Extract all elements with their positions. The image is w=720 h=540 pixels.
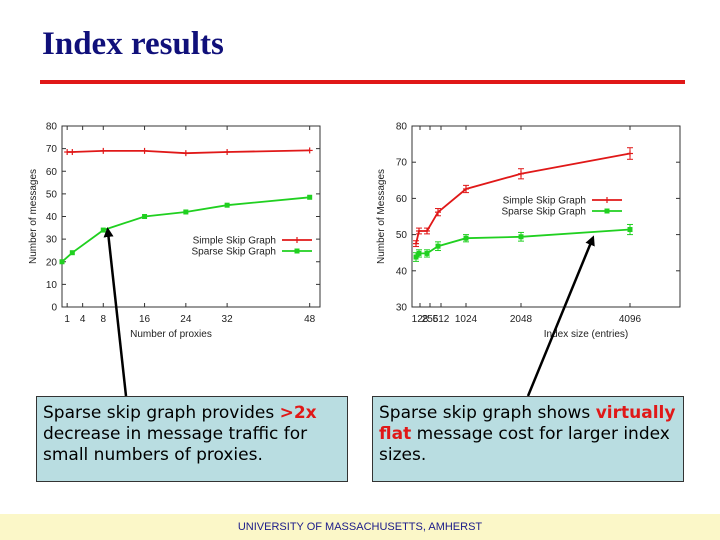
left-callout-highlight: >2x xyxy=(279,403,317,423)
y-tick-label: 40 xyxy=(396,266,408,277)
chart-2 xyxy=(411,125,681,308)
x-tick-label: 256 xyxy=(422,314,439,325)
slide-title: Index results xyxy=(42,26,224,62)
data-point-sparse xyxy=(100,227,106,233)
data-point-sparse xyxy=(518,234,524,240)
x-tick-label: 128 xyxy=(412,314,429,325)
data-point-sparse xyxy=(224,202,230,208)
y-tick-label: 60 xyxy=(46,167,58,178)
footer-text: UNIVERSITY OF MASSACHUSETTS, AMHERST xyxy=(237,521,483,533)
y-axis-label: Number of messages xyxy=(28,169,39,264)
y-tick-label: 50 xyxy=(46,189,58,200)
footer-bar: UNIVERSITY OF MASSACHUSETTS, AMHERST xyxy=(0,514,720,540)
x-tick-label: 4 xyxy=(80,314,86,325)
data-point-sparse xyxy=(59,259,65,265)
right-callout-text-1: Sparse skip graph shows xyxy=(379,403,596,423)
right-callout-arrow xyxy=(526,235,595,397)
title-underline xyxy=(40,80,685,84)
legend-label-sparse: Sparse Skip Graph xyxy=(192,247,277,258)
x-tick-label: 24 xyxy=(180,314,192,325)
series-line-sparse xyxy=(415,228,631,258)
legend-marker-sparse xyxy=(294,248,300,254)
left-callout-arrow xyxy=(103,227,128,397)
data-point-sparse xyxy=(627,227,633,233)
y-tick-label: 60 xyxy=(396,194,408,205)
left-callout: Sparse skip graph provides >2x decrease … xyxy=(36,396,348,482)
data-point-sparse xyxy=(463,235,469,241)
x-tick-label: 1 xyxy=(64,314,70,325)
y-tick-label: 30 xyxy=(46,235,58,246)
data-point-sparse xyxy=(307,194,313,200)
x-tick-label: 48 xyxy=(304,314,316,325)
y-tick-label: 80 xyxy=(396,122,408,133)
x-axis-label: Index size (entries) xyxy=(544,329,628,340)
right-callout-text-2: message cost for larger index sizes. xyxy=(379,424,670,465)
left-callout-text-2: decrease in message traffic for small nu… xyxy=(43,424,308,465)
data-point-sparse xyxy=(424,250,430,256)
legend-marker-sparse xyxy=(604,208,610,214)
legend-label-simple: Simple Skip Graph xyxy=(503,196,586,207)
legend-label-sparse: Sparse Skip Graph xyxy=(502,207,587,218)
y-tick-label: 80 xyxy=(46,122,58,133)
y-tick-label: 70 xyxy=(396,158,408,169)
x-tick-label: 8 xyxy=(100,314,106,325)
y-axis-label: Number of Messages xyxy=(376,169,387,264)
y-tick-label: 20 xyxy=(46,257,58,268)
chart-1 xyxy=(59,125,321,308)
data-point-sparse xyxy=(435,243,441,249)
y-tick-label: 40 xyxy=(46,212,58,223)
x-tick-label: 512 xyxy=(433,314,450,325)
y-tick-label: 0 xyxy=(51,303,57,314)
y-tick-label: 70 xyxy=(46,144,58,155)
x-tick-label: 32 xyxy=(222,314,234,325)
x-tick-label: 2048 xyxy=(510,314,533,325)
data-point-sparse xyxy=(183,209,189,215)
right-callout: Sparse skip graph shows virtually flat m… xyxy=(372,396,684,482)
plot-frame xyxy=(411,125,681,308)
right-callout-highlight: virtually flat xyxy=(379,403,676,444)
y-tick-label: 10 xyxy=(46,280,58,291)
x-tick-label: 16 xyxy=(139,314,151,325)
y-tick-label: 50 xyxy=(396,230,408,241)
legend-label-simple: Simple Skip Graph xyxy=(193,236,276,247)
x-tick-label: 1024 xyxy=(455,314,478,325)
y-tick-label: 30 xyxy=(396,303,408,314)
left-callout-text-1: Sparse skip graph provides xyxy=(43,403,280,423)
data-point-sparse xyxy=(142,214,148,219)
data-point-sparse xyxy=(416,250,422,256)
x-tick-label: 4096 xyxy=(619,314,642,325)
data-point-sparse xyxy=(69,250,75,256)
x-axis-label: Number of proxies xyxy=(130,329,212,340)
